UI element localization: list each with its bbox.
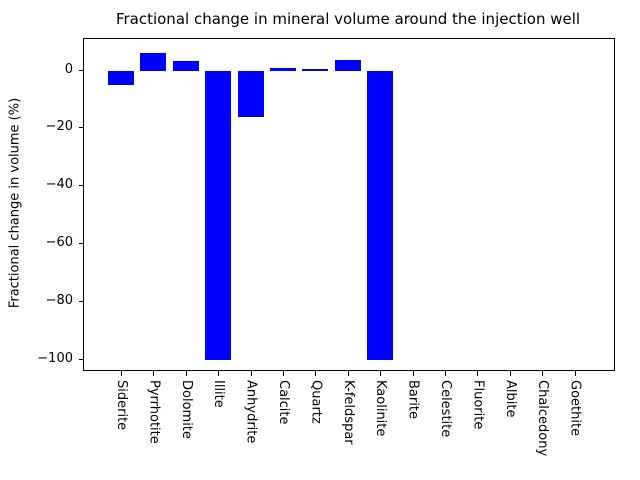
bar-kaolinite — [367, 70, 394, 360]
y-tick-mark — [79, 243, 83, 245]
x-tick-label-kaolinite: Kaolinite — [373, 380, 389, 437]
x-tick-label-goethite: Goethite — [567, 380, 583, 437]
x-tick-mark — [153, 371, 155, 376]
x-tick-label-pyrrhotite: Pyrrhotite — [146, 380, 162, 444]
y-tick-mark — [79, 185, 83, 187]
x-tick-mark — [574, 371, 576, 376]
x-tick-mark — [315, 371, 317, 376]
y-tick-mark — [79, 358, 83, 360]
x-tick-label-chalcedony: Chalcedony — [535, 380, 551, 457]
x-tick-label-celestite: Celestite — [438, 380, 453, 438]
x-tick-label-dolomite: Dolomite — [178, 380, 194, 439]
x-tick-mark — [283, 371, 284, 376]
y-tick-label: 0 — [64, 61, 73, 77]
x-tick-label-siderite: Siderite — [114, 380, 129, 431]
y-tick-label: −20 — [45, 119, 73, 135]
plot-area — [83, 38, 615, 371]
chart-title: Fractional change in mineral volume arou… — [115, 10, 581, 28]
y-tick-mark — [79, 69, 83, 71]
x-tick-label-anhydrite: Anhydrite — [243, 380, 259, 444]
y-tick-label: −40 — [45, 177, 73, 193]
x-tick-label-quartz: Quartz — [308, 380, 324, 424]
bar-calcite — [270, 67, 296, 71]
x-tick-label-albite: Albite — [502, 380, 518, 418]
bar-siderite — [108, 70, 134, 85]
y-tick-label: −60 — [45, 235, 73, 251]
bar-k-feldspar — [334, 60, 361, 71]
x-tick-mark — [380, 371, 382, 376]
x-tick-mark — [445, 371, 446, 376]
x-tick-mark — [250, 371, 252, 376]
x-tick-mark — [347, 371, 349, 376]
x-tick-mark — [509, 371, 511, 376]
x-tick-label-barite: Barite — [405, 380, 421, 419]
x-tick-mark — [477, 371, 479, 376]
bar-pyrrhotite — [140, 53, 167, 71]
bar-quartz — [302, 69, 329, 71]
y-tick-mark — [79, 127, 83, 129]
y-tick-label: −80 — [45, 293, 73, 308]
y-tick-label: −100 — [37, 350, 73, 366]
x-tick-label-k-feldspar: K-feldspar — [340, 380, 356, 445]
x-tick-mark — [542, 371, 544, 376]
x-tick-label-calcite: Calcite — [276, 380, 291, 425]
bar-anhydrite — [237, 70, 264, 117]
bar-illite — [205, 70, 232, 360]
x-tick-mark — [218, 371, 220, 376]
y-axis-label: Fractional change in volume (%) — [7, 97, 23, 309]
x-tick-mark — [412, 371, 414, 376]
x-tick-mark — [121, 371, 122, 376]
bar-dolomite — [172, 60, 199, 71]
y-tick-mark — [79, 301, 83, 302]
x-tick-label-illite: Illite — [211, 380, 227, 408]
x-tick-mark — [185, 371, 187, 376]
x-tick-label-fluorite: Fluorite — [470, 380, 486, 430]
